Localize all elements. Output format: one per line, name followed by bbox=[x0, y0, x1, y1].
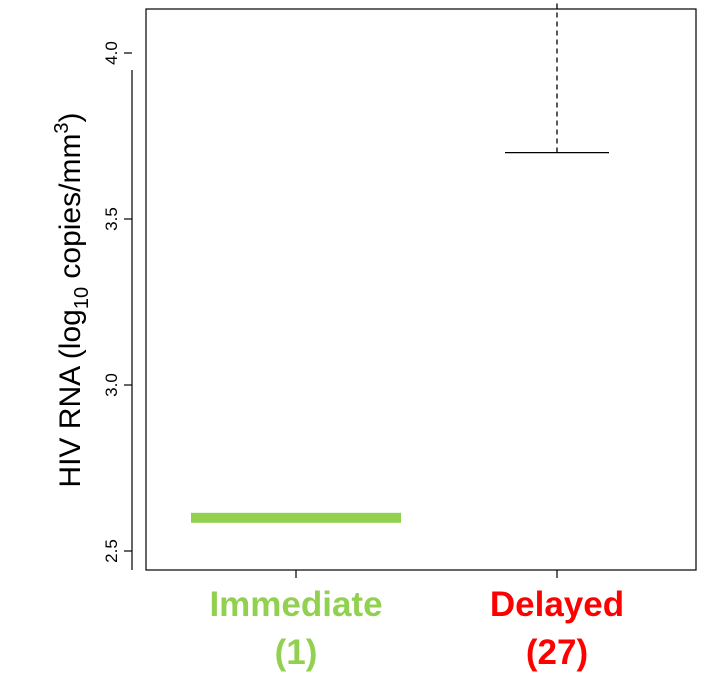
y-tick-label: 4.0 bbox=[102, 41, 121, 65]
y-tick-label: 3.5 bbox=[102, 207, 121, 231]
y-tick-label: 3.0 bbox=[102, 373, 121, 397]
y-axis-label: HIV RNA (log10 copies/mm3) bbox=[51, 112, 93, 487]
category-count-label: (1) bbox=[275, 633, 318, 672]
box-series bbox=[191, 0, 609, 523]
category-label: Delayed bbox=[490, 585, 624, 624]
median-line bbox=[191, 512, 401, 523]
category-count-label: (27) bbox=[526, 633, 588, 672]
category-label: Immediate bbox=[209, 585, 382, 624]
y-axis-ticks: 2.53.03.54.04.55.05.5 bbox=[102, 41, 132, 563]
plot-frame bbox=[145, 8, 697, 571]
y-tick-label: 2.5 bbox=[102, 539, 121, 563]
x-axis-labels: Immediate (1) Delayed (27) bbox=[209, 570, 624, 672]
